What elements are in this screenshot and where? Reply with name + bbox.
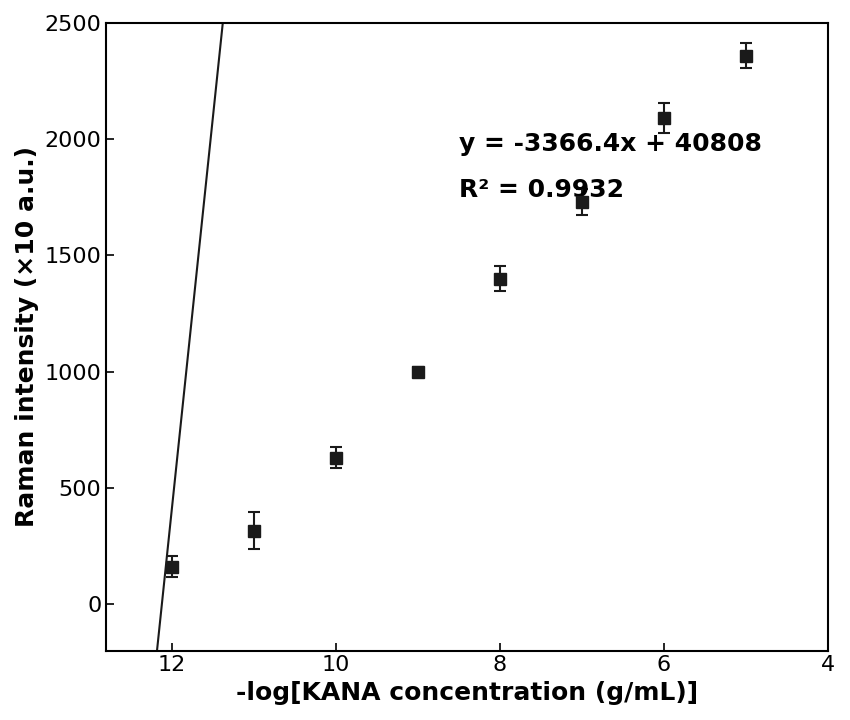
X-axis label: -log[KANA concentration (g/mL)]: -log[KANA concentration (g/mL)] (236, 681, 698, 705)
Y-axis label: Raman intensity (×10 a.u.): Raman intensity (×10 a.u.) (15, 146, 39, 527)
Text: R² = 0.9932: R² = 0.9932 (459, 179, 624, 202)
Text: y = -3366.4x + 40808: y = -3366.4x + 40808 (459, 132, 762, 156)
